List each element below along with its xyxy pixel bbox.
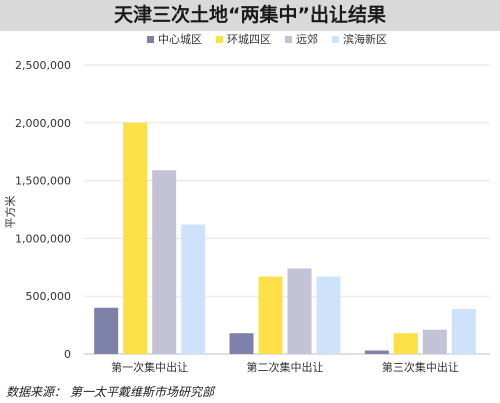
- legend: 中心城区 环城四区 远郊 滨海新区: [147, 32, 387, 46]
- bars: [94, 122, 476, 354]
- bar: [393, 333, 418, 354]
- legend-label: 远郊: [296, 33, 318, 46]
- source-text: 第一太平戴维斯市场研究部: [70, 385, 215, 399]
- legend-swatch: [285, 36, 292, 43]
- bar: [94, 307, 119, 354]
- y-tick-label: 1,500,000: [15, 175, 71, 188]
- legend-label: 中心城区: [158, 33, 202, 46]
- legend-swatch: [147, 36, 154, 43]
- bar: [316, 276, 341, 354]
- x-tick-label: 第一次集中出让: [111, 360, 188, 374]
- y-axis-ticks: 0 500,000 1,000,000 1,500,000 2,000,000 2,500…: [15, 59, 71, 361]
- legend-label: 环城四区: [227, 33, 271, 46]
- bar: [229, 333, 254, 354]
- x-tick-label: 第三次集中出让: [382, 360, 459, 374]
- y-tick-label: 500,000: [26, 290, 72, 303]
- bar: [451, 308, 476, 354]
- bar: [152, 170, 177, 354]
- x-axis-ticks: 第一次集中出让 第二次集中出让 第三次集中出让: [111, 360, 459, 374]
- data-source: 数据来源： 第一太平戴维斯市场研究部: [6, 383, 218, 400]
- chart-title: 天津三次土地“两集中”出让结果: [0, 0, 500, 31]
- x-tick-label: 第二次集中出让: [247, 360, 324, 374]
- source-label: 数据来源：: [6, 385, 67, 399]
- bar: [123, 122, 148, 354]
- legend-swatch: [332, 36, 339, 43]
- gridlines: [84, 64, 490, 355]
- y-tick-label: 1,000,000: [15, 232, 71, 245]
- bar: [287, 268, 312, 354]
- y-tick-label: 0: [64, 348, 71, 361]
- bar: [422, 329, 447, 354]
- y-tick-label: 2,500,000: [15, 59, 71, 72]
- bar: [181, 224, 206, 354]
- bar: [364, 350, 389, 354]
- legend-label: 滨海新区: [343, 32, 387, 46]
- y-tick-label: 2,000,000: [15, 117, 71, 130]
- bar: [258, 276, 283, 354]
- legend-swatch: [216, 36, 223, 43]
- y-axis-label: 平方米: [3, 196, 17, 229]
